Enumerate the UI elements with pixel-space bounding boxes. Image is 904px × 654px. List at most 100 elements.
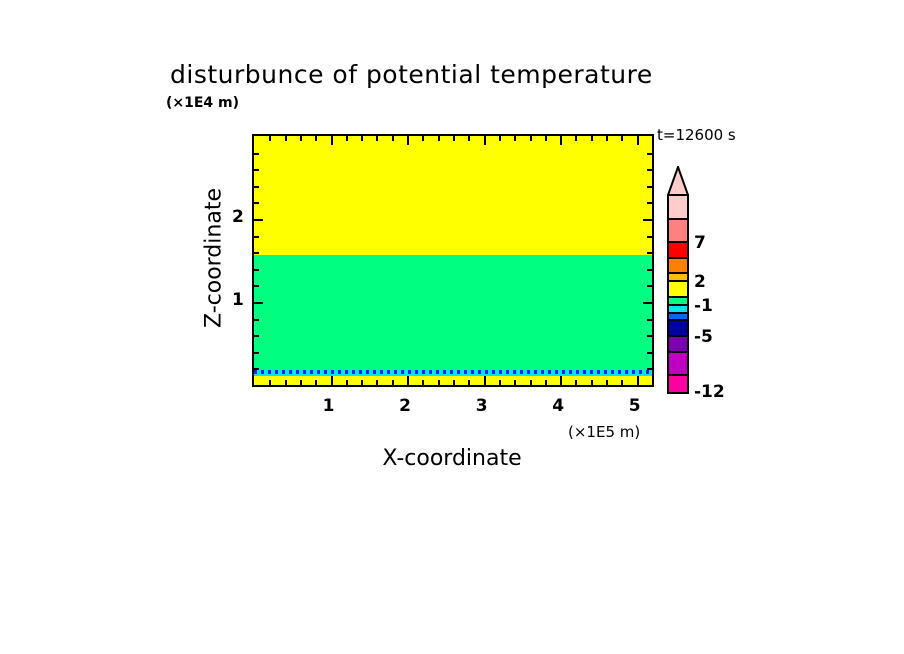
colorbar-band — [669, 219, 687, 244]
x-axis-tick-top — [269, 136, 272, 141]
x-axis-tick-top — [621, 136, 624, 141]
y-axis-tick — [254, 302, 263, 304]
x-axis-tick-top — [299, 136, 302, 141]
x-axis-tick-top — [422, 136, 425, 141]
y-axis-tick-right — [647, 252, 652, 255]
colorbar — [667, 194, 689, 394]
colorbar-tick-label: -12 — [694, 382, 725, 402]
colorbar-band — [669, 282, 687, 298]
x-axis-tick-top — [315, 136, 318, 141]
y-axis-title: Z-coordinate — [201, 188, 227, 328]
x-axis-tick-top — [575, 136, 578, 141]
x-axis-tick — [652, 380, 654, 385]
x-axis-tick — [560, 376, 563, 385]
x-axis-tick — [269, 380, 272, 385]
x-axis-tick-top — [376, 136, 379, 141]
x-tick-label: 1 — [322, 396, 335, 416]
colorbar-band — [669, 305, 687, 314]
x-tick-label: 3 — [475, 396, 488, 416]
x-axis-tick-top — [437, 136, 440, 141]
colorbar-tick-label: -5 — [694, 327, 713, 348]
x-tick-label: 2 — [399, 396, 411, 416]
x-axis-tick — [330, 376, 333, 385]
x-axis-tick-top — [284, 136, 287, 141]
y-axis-tick — [254, 318, 259, 321]
x-axis-tick-top — [606, 136, 609, 141]
page-title: disturbunce of potential temperature — [170, 60, 653, 89]
y-axis-unit-label: (×1E4 m) — [166, 95, 240, 111]
x-axis-tick-top — [391, 136, 394, 141]
colorbar-band — [669, 196, 687, 220]
x-axis-tick-top — [483, 136, 486, 145]
y-tick-label: 2 — [232, 207, 244, 227]
colorbar-band — [669, 321, 687, 338]
mid-green-region — [254, 254, 652, 372]
y-axis-tick — [254, 252, 259, 255]
y-axis-tick — [254, 368, 259, 371]
y-axis-tick-right — [647, 152, 652, 155]
y-axis-tick — [254, 169, 259, 172]
x-axis-tick-top — [330, 136, 333, 145]
x-axis-tick — [299, 380, 302, 385]
colorbar-arrow-icon — [667, 166, 689, 196]
contour-line — [254, 370, 652, 375]
upper-yellow-region — [254, 136, 652, 255]
x-axis-tick-top — [498, 136, 501, 141]
x-axis-tick — [391, 380, 394, 385]
colorbar-band — [669, 297, 687, 306]
x-axis-tick — [422, 380, 425, 385]
colorbar-tick-label: 2 — [694, 272, 706, 293]
x-axis-tick-top — [361, 136, 364, 141]
x-axis-tick — [453, 380, 455, 385]
x-axis-tick-top — [590, 136, 593, 141]
x-axis-tick — [575, 380, 578, 385]
colorbar-band — [669, 313, 687, 322]
x-axis-unit-label: (×1E5 m) — [568, 423, 641, 441]
colorbar-band — [669, 376, 687, 392]
y-axis-tick — [254, 152, 259, 155]
colorbar-tick-label: 7 — [694, 233, 706, 254]
y-axis-tick-right — [647, 335, 652, 338]
x-axis-tick — [529, 380, 532, 385]
y-axis-tick-right — [647, 285, 652, 288]
y-axis-tick — [254, 235, 259, 238]
colorbar-band — [669, 337, 687, 353]
x-axis-tick-top — [514, 136, 517, 141]
x-axis-tick-top — [544, 136, 547, 141]
y-axis-tick-right — [647, 185, 652, 188]
x-axis-tick — [590, 380, 593, 385]
x-axis-tick — [315, 380, 318, 385]
x-axis-tick-top — [468, 136, 471, 141]
x-axis-tick — [636, 376, 639, 385]
x-axis-tick — [376, 380, 379, 385]
plot-area — [252, 134, 654, 387]
colorbar-band — [669, 274, 687, 283]
colorbar-band — [669, 258, 687, 275]
x-axis-tick-top — [453, 136, 455, 141]
x-axis-tick-top — [345, 136, 348, 141]
x-axis-tick — [483, 376, 486, 385]
y-axis-tick-right — [647, 202, 652, 205]
x-axis-tick-top — [636, 136, 639, 145]
y-axis-tick-right — [647, 169, 652, 172]
y-axis-tick-right — [643, 302, 652, 304]
x-axis-tick-top — [652, 136, 654, 141]
y-axis-tick — [254, 335, 259, 338]
x-axis-tick — [498, 380, 501, 385]
y-axis-tick-right — [647, 368, 652, 371]
x-axis-tick-top — [529, 136, 532, 141]
colorbar-band — [669, 243, 687, 259]
x-tick-label: 4 — [552, 396, 565, 416]
y-axis-tick-right — [647, 235, 652, 238]
x-axis-tick — [437, 380, 440, 385]
x-tick-label: 5 — [628, 396, 641, 416]
y-axis-tick-right — [647, 318, 652, 321]
x-axis-tick — [468, 380, 471, 385]
y-axis-tick — [254, 285, 259, 288]
x-axis-title: X-coordinate — [382, 446, 522, 471]
y-axis-tick — [254, 202, 259, 205]
y-axis-tick — [254, 185, 259, 188]
y-axis-tick — [254, 219, 263, 221]
y-axis-tick — [254, 351, 259, 354]
